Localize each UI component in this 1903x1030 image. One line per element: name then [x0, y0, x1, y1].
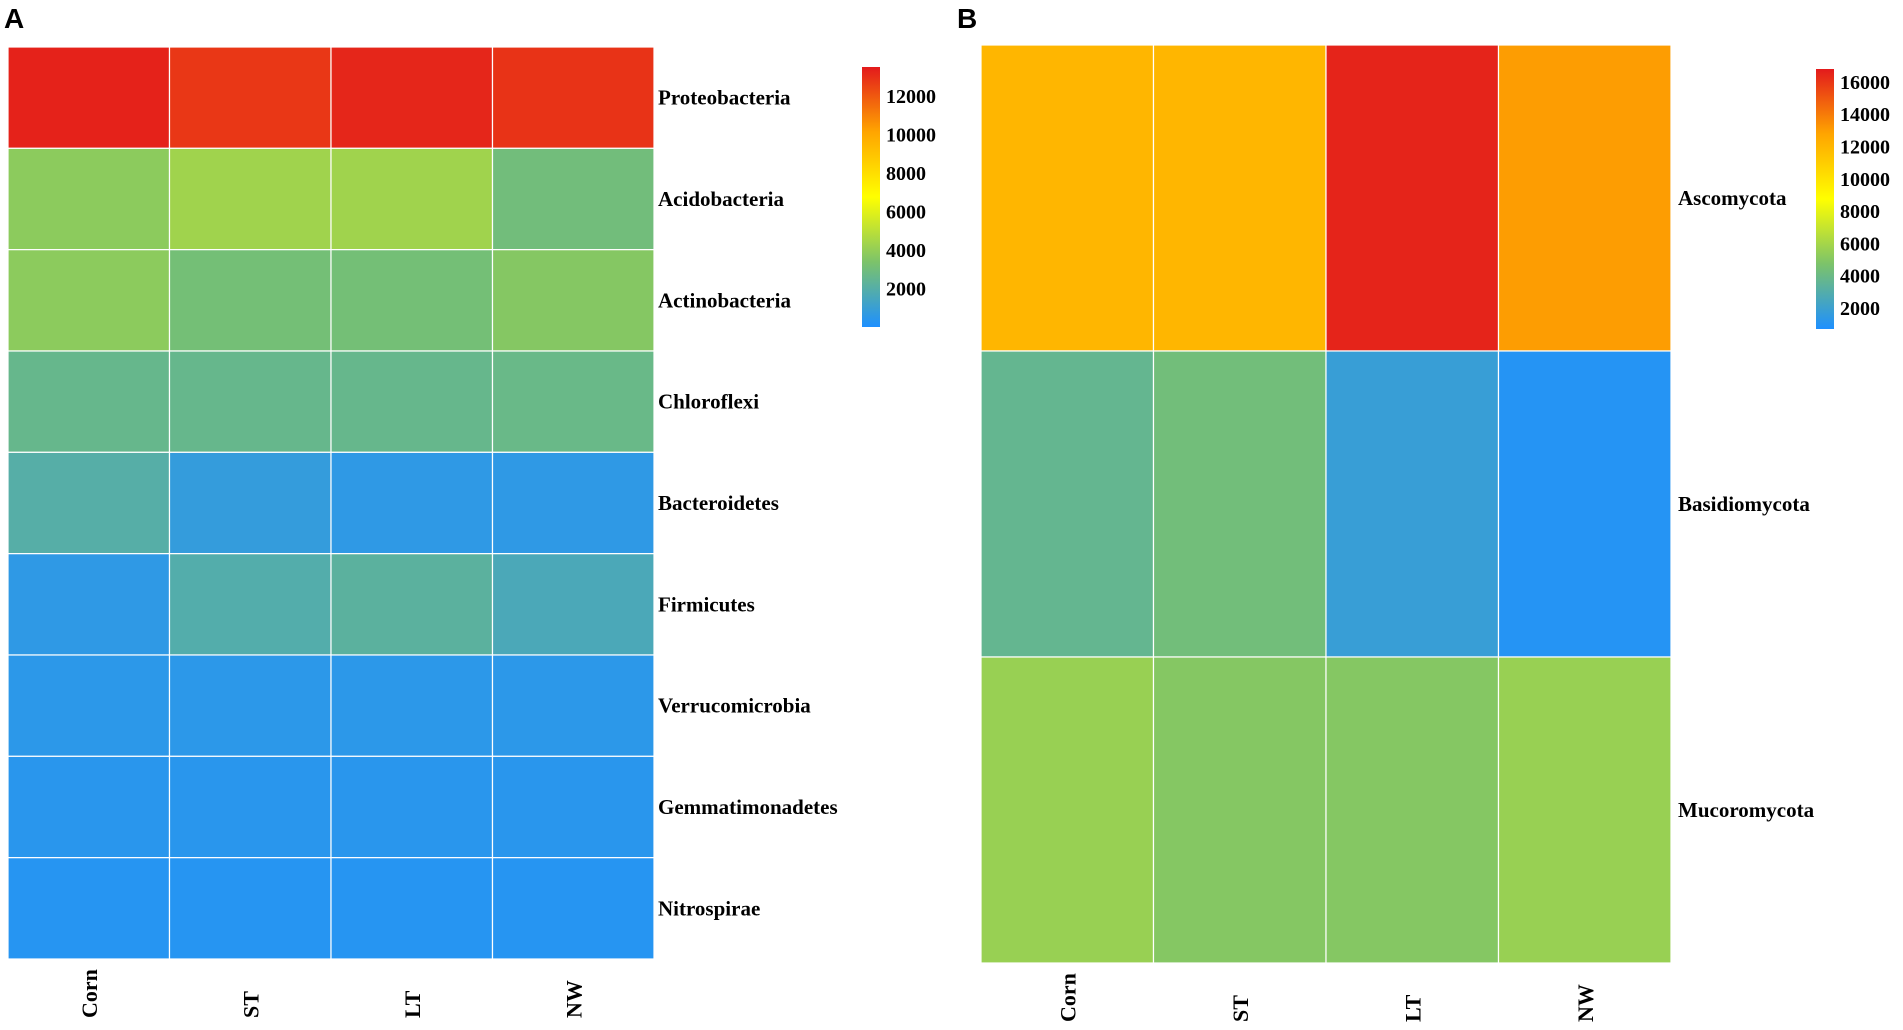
- heatmap-cell-basidiomycota-corn: [980, 350, 1155, 658]
- heatmap-cell-mucoromycota-corn: [980, 656, 1155, 964]
- row-label-chloroflexi: Chloroflexi: [658, 390, 759, 414]
- heatmap-cell-actinobacteria-nw: [491, 249, 655, 352]
- colorbar-b: [1816, 69, 1834, 329]
- heatmap-cell-proteobacteria-nw: [491, 46, 655, 149]
- heatmap-cell-nitrospirae-lt: [330, 857, 494, 960]
- column-label-lt: LT: [400, 990, 425, 1018]
- heatmap-cell-gemmatimonadetes-lt: [330, 755, 494, 859]
- heatmap-cell-bacteroidetes-lt: [330, 451, 494, 555]
- heatmap-cell-chloroflexi-corn: [7, 350, 171, 453]
- panel-label-a: A: [4, 3, 24, 34]
- heatmap-cell-proteobacteria-lt: [330, 46, 494, 149]
- row-label-basidiomycota: Basidiomycota: [1678, 492, 1810, 516]
- heatmap-cell-basidiomycota-st: [1152, 350, 1327, 658]
- heatmap-cell-chloroflexi-nw: [491, 350, 655, 453]
- row-label-ascomycota: Ascomycota: [1678, 186, 1787, 210]
- colorbar-tick-label: 4000: [886, 240, 926, 262]
- panel-label-b: B: [957, 3, 977, 34]
- colorbar-tick-label: 10000: [886, 124, 936, 146]
- heatmap-cell-gemmatimonadetes-st: [168, 755, 332, 859]
- heatmap-cell-verrucomicrobia-lt: [330, 654, 494, 757]
- heatmap-cell-proteobacteria-corn: [7, 46, 171, 149]
- heatmap-cell-bacteroidetes-st: [168, 451, 332, 555]
- heatmap-cell-ascomycota-lt: [1325, 44, 1500, 352]
- colorbar-tick-label: 2000: [1840, 298, 1880, 320]
- heatmap-cell-gemmatimonadetes-corn: [7, 755, 171, 859]
- heatmap-cell-actinobacteria-lt: [330, 249, 494, 352]
- heatmap-cell-firmicutes-lt: [330, 553, 494, 656]
- colorbar-tick-label: 12000: [1840, 137, 1890, 159]
- column-label-corn: Corn: [1055, 973, 1080, 1022]
- heatmap-panel-a: A Proteobacteria Acidobacteria Actinobacter…: [4, 3, 936, 1018]
- heatmap-cell-mucoromycota-lt: [1325, 656, 1500, 964]
- heatmap-cell-ascomycota-nw: [1497, 44, 1672, 352]
- heatmap-cell-basidiomycota-nw: [1497, 350, 1672, 658]
- heatmap-cell-actinobacteria-corn: [7, 249, 171, 352]
- colorbar-tick-label: 12000: [886, 86, 936, 108]
- heatmap-cell-acidobacteria-lt: [330, 147, 494, 251]
- row-label-proteobacteria: Proteobacteria: [658, 86, 791, 110]
- column-label-st: ST: [1228, 995, 1253, 1022]
- column-label-nw: NW: [561, 980, 586, 1018]
- heatmap-cell-chloroflexi-lt: [330, 350, 494, 453]
- heatmap-cell-firmicutes-st: [168, 553, 332, 656]
- heatmap-cell-proteobacteria-st: [168, 46, 332, 149]
- colorbar-tick-label: 16000: [1840, 72, 1890, 94]
- heatmap-cell-actinobacteria-st: [168, 249, 332, 352]
- row-label-nitrospirae: Nitrospirae: [658, 896, 760, 920]
- row-label-mucoromycota: Mucoromycota: [1678, 798, 1815, 822]
- heatmap-cell-acidobacteria-nw: [491, 147, 655, 251]
- heatmap-cell-ascomycota-st: [1152, 44, 1327, 352]
- colorbar-tick-label: 8000: [886, 163, 926, 185]
- heatmap-cell-ascomycota-corn: [980, 44, 1155, 352]
- colorbar-tick-label: 8000: [1840, 201, 1880, 223]
- row-label-verrucomicrobia: Verrucomicrobia: [658, 694, 811, 718]
- heatmap-cell-firmicutes-nw: [491, 553, 655, 656]
- row-label-bacteroidetes: Bacteroidetes: [658, 491, 779, 515]
- row-label-actinobacteria: Actinobacteria: [658, 288, 791, 312]
- heatmap-cell-bacteroidetes-nw: [491, 451, 655, 555]
- row-label-firmicutes: Firmicutes: [658, 592, 755, 616]
- colorbar-tick-label: 14000: [1840, 104, 1890, 126]
- column-label-lt: LT: [1400, 994, 1425, 1022]
- heatmap-cell-acidobacteria-corn: [7, 147, 171, 251]
- heatmap-cell-mucoromycota-nw: [1497, 656, 1672, 964]
- heatmap-cell-nitrospirae-st: [168, 857, 332, 960]
- heatmap-cell-bacteroidetes-corn: [7, 451, 171, 555]
- column-label-corn: Corn: [77, 969, 102, 1018]
- heatmap-cell-firmicutes-corn: [7, 553, 171, 656]
- heatmap-panel-b: B Ascomycota Basidiomycota Mucoromycota Corn…: [957, 3, 1890, 1022]
- row-label-acidobacteria: Acidobacteria: [658, 187, 784, 211]
- row-label-gemmatimonadetes: Gemmatimonadetes: [658, 795, 838, 819]
- colorbar-tick-label: 4000: [1840, 266, 1880, 288]
- colorbar-a: [862, 67, 880, 327]
- colorbar-tick-label: 10000: [1840, 169, 1890, 191]
- colorbar-tick-label: 6000: [1840, 233, 1880, 255]
- heatmap-cell-verrucomicrobia-corn: [7, 654, 171, 757]
- heatmap-cell-verrucomicrobia-st: [168, 654, 332, 757]
- heatmap-cell-gemmatimonadetes-nw: [491, 755, 655, 859]
- column-label-st: ST: [238, 991, 263, 1018]
- colorbar-tick-label: 2000: [886, 278, 926, 300]
- heatmap-cell-mucoromycota-st: [1152, 656, 1327, 964]
- heatmap-cell-acidobacteria-st: [168, 147, 332, 251]
- colorbar-tick-label: 6000: [886, 201, 926, 223]
- heatmap-cell-basidiomycota-lt: [1325, 350, 1500, 658]
- heatmap-cell-nitrospirae-corn: [7, 857, 171, 960]
- heatmap-cell-chloroflexi-st: [168, 350, 332, 453]
- column-label-nw: NW: [1573, 984, 1598, 1022]
- heatmap-cell-verrucomicrobia-nw: [491, 654, 655, 757]
- heatmap-cell-nitrospirae-nw: [491, 857, 655, 960]
